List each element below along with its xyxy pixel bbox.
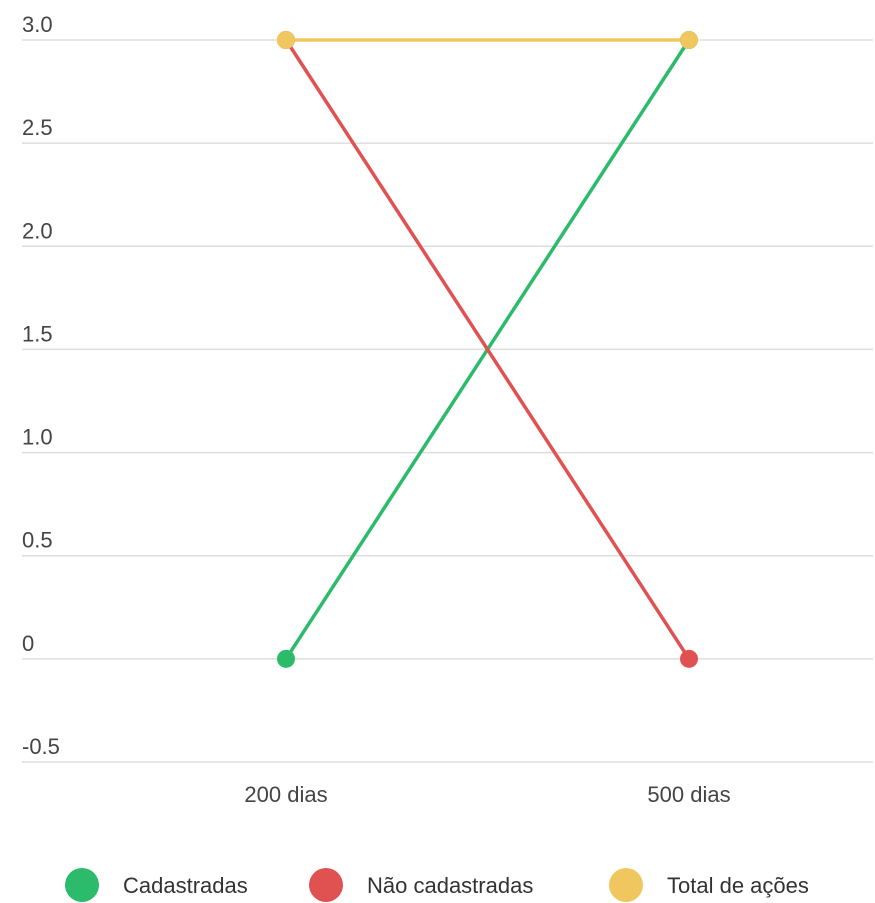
legend-label: Total de ações: [667, 873, 809, 898]
legend-label: Cadastradas: [123, 873, 248, 898]
y-tick-label: 2.5: [22, 115, 53, 140]
y-tick-label: 2.0: [22, 218, 53, 243]
legend: Cadastradas Não cadastradas Total de ações: [65, 868, 809, 902]
series-lines: [284, 38, 691, 661]
legend-swatch: [309, 868, 343, 902]
gridlines: [22, 39, 873, 763]
y-tick-label: 1.0: [22, 425, 53, 450]
legend-swatch: [65, 868, 99, 902]
y-tick-label: 0: [22, 631, 34, 656]
legend-label: Não cadastradas: [367, 873, 533, 898]
series-points: [277, 31, 698, 668]
x-tick-label: 500 dias: [647, 782, 730, 807]
y-axis-tick-labels: 3.0 2.5 2.0 1.5 1.0 0.5 0 -0.5: [22, 12, 60, 759]
y-tick-label: 3.0: [22, 12, 53, 37]
data-point[interactable]: [277, 649, 295, 668]
data-point[interactable]: [277, 31, 295, 49]
y-tick-label: 1.5: [22, 321, 53, 346]
x-axis-tick-labels: 200 dias 500 dias: [244, 782, 730, 807]
series-line-1: [284, 38, 691, 661]
legend-swatch: [609, 868, 643, 902]
data-point[interactable]: [680, 31, 698, 49]
y-tick-label: 0.5: [22, 528, 53, 553]
y-tick-label: -0.5: [22, 734, 60, 759]
data-point[interactable]: [680, 649, 698, 668]
x-tick-label: 200 dias: [244, 782, 327, 807]
